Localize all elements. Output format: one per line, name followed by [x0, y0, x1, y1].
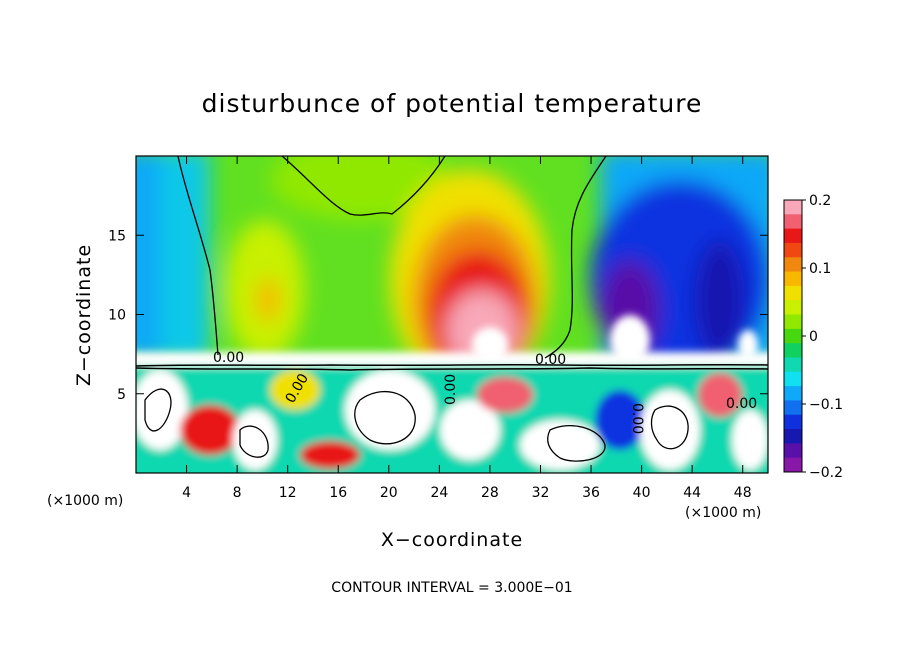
x-tick-label: 40	[633, 485, 651, 501]
y-tick-label: 5	[117, 387, 126, 403]
colorbar-swatch	[784, 285, 802, 301]
colorbar-swatch	[784, 443, 802, 459]
colorbar-swatch	[784, 400, 802, 416]
colorbar-tick-label: 0	[809, 329, 818, 345]
x-axis-unit-left: (×1000 m)	[47, 493, 123, 509]
colorbar-swatch	[784, 200, 802, 215]
x-tick-label: 48	[734, 485, 752, 501]
colorbar-swatch	[784, 314, 802, 330]
contour-label: 0.00	[629, 403, 645, 434]
colorbar-swatch	[784, 414, 802, 430]
colorbar: 0.2 0.1 0 −0.1 −0.2	[783, 193, 843, 481]
contour-label: 0.00	[726, 396, 757, 412]
x-tick-label: 44	[683, 485, 701, 501]
x-axis-unit-right: (×1000 m)	[685, 505, 761, 521]
colorbar-swatch	[784, 371, 802, 387]
lower-turbulent-field	[136, 352, 768, 473]
colorbar-tick-label: −0.1	[809, 397, 843, 413]
colorbar-tick-label: −0.2	[809, 465, 843, 481]
contour-lines	[136, 156, 768, 462]
x-tick-label: 16	[329, 485, 347, 501]
y-axis-ticks: 5 10 15	[108, 228, 768, 403]
y-tick-label: 10	[108, 308, 126, 324]
x-tick-label: 24	[430, 485, 448, 501]
colorbar-swatch	[784, 271, 802, 287]
colorbar-swatch	[784, 242, 802, 258]
contour-label: 0.00	[213, 350, 244, 366]
colorbar-swatch	[784, 328, 802, 344]
x-axis-label: X−coordinate	[381, 529, 523, 551]
x-tick-label: 20	[380, 485, 398, 501]
contour-label: 0.00	[443, 374, 459, 405]
colorbar-swatch	[784, 228, 802, 244]
y-axis-label: Z−coordinate	[73, 244, 95, 386]
x-tick-label: 28	[481, 485, 499, 501]
chart-title: disturbunce of potential temperature	[202, 89, 703, 118]
colorbar-swatch	[784, 457, 802, 473]
colorbar-tick-label: 0.1	[809, 261, 831, 277]
colorbar-tick-label: 0.2	[809, 193, 831, 209]
x-tick-label: 32	[532, 485, 550, 501]
colorbar-swatch	[784, 300, 802, 316]
x-tick-label: 12	[279, 485, 297, 501]
colorbar-swatch	[784, 386, 802, 401]
plot-area: 0.00 0.00 0.00 0.00 0.00 0.00	[136, 156, 768, 473]
x-tick-label: 4	[182, 485, 191, 501]
x-tick-label: 8	[233, 485, 242, 501]
x-tick-label: 36	[582, 485, 600, 501]
colorbar-swatch	[784, 343, 802, 358]
contour-label: 0.00	[535, 352, 566, 368]
colorbar-swatch	[784, 257, 802, 273]
colorbar-swatch	[784, 429, 802, 444]
x-axis-ticks: 4 8 12 16 20 24 28 32 36 40 44 48	[182, 156, 752, 501]
colorbar-swatch	[784, 357, 802, 373]
y-tick-label: 15	[108, 228, 126, 244]
colorbar-swatch	[784, 214, 802, 230]
contour-interval-note: CONTOUR INTERVAL = 3.000E−01	[331, 580, 572, 596]
